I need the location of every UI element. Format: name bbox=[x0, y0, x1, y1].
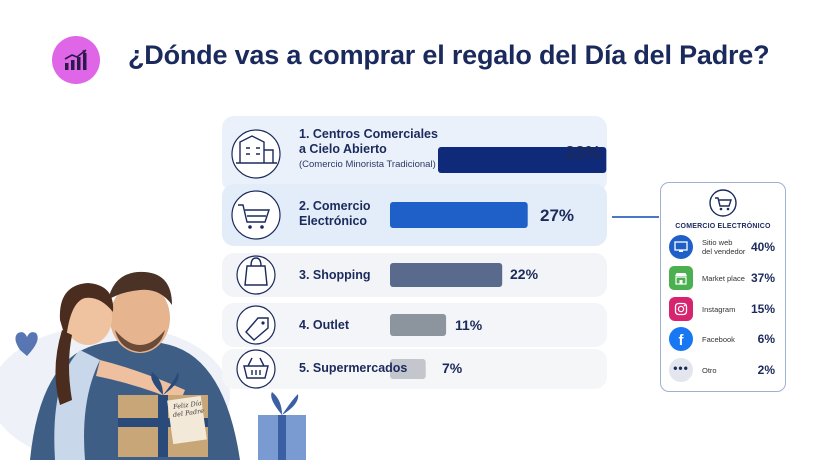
building-icon bbox=[236, 135, 277, 164]
bar-2 bbox=[390, 202, 528, 228]
shopping-cart-icon bbox=[238, 204, 270, 223]
father-daughter-illustration bbox=[0, 271, 306, 460]
value-label-11: 11% bbox=[455, 317, 483, 333]
ecommerce-item-pct: 37% bbox=[750, 271, 775, 285]
bar-3 bbox=[390, 263, 503, 287]
value-label-7: 7% bbox=[442, 360, 463, 376]
ecommerce-breakdown-card: COMERCIO ELECTRÓNICO Sitio web del vende… bbox=[660, 182, 786, 392]
ecommerce-item-pct: 15% bbox=[750, 302, 775, 316]
ecommerce-item-label: Sitio web del vendedor bbox=[702, 238, 754, 256]
cart-wheel bbox=[248, 225, 252, 229]
ecommerce-title: COMERCIO ELECTRÓNICO bbox=[675, 223, 771, 230]
row-label-line: Electrónico bbox=[299, 214, 368, 228]
value-label-22: 22% bbox=[510, 266, 539, 282]
row-icon-ring bbox=[236, 255, 276, 295]
more-dots-icon: ••• bbox=[669, 358, 693, 382]
row-subtitle: (Comercio Minorista Tradicional) bbox=[299, 159, 436, 170]
row-icon-ring bbox=[236, 349, 276, 389]
row-label-line: 2. Comercio bbox=[299, 199, 371, 213]
ecommerce-item-label: Facebook bbox=[702, 335, 735, 344]
bar-5 bbox=[390, 359, 426, 379]
ecommerce-item-pct: 6% bbox=[757, 332, 775, 346]
ecommerce-item-otro: ••• Otro 2% bbox=[669, 358, 781, 384]
instagram-icon bbox=[669, 297, 693, 321]
value-label-27: 27% bbox=[540, 206, 575, 225]
ecommerce-item-label-line: Sitio web bbox=[702, 238, 733, 247]
ecommerce-item-pct: 40% bbox=[750, 240, 775, 254]
row-label-centros-comerciales: 1. Centros Comerciales a Cielo Abierto (… bbox=[299, 127, 438, 172]
row-icon-ring bbox=[231, 190, 281, 240]
value-label-33: 33% bbox=[565, 143, 602, 163]
trending-chart-icon bbox=[52, 36, 100, 84]
ecommerce-item-label: Instagram bbox=[702, 305, 736, 314]
ecommerce-item-label: Otro bbox=[702, 366, 717, 375]
basket-icon bbox=[243, 357, 269, 379]
row-icon-ring bbox=[236, 305, 276, 345]
row-label-supermercados: 5. Supermercados bbox=[299, 361, 408, 375]
ecommerce-item-instagram: Instagram 15% bbox=[669, 297, 781, 323]
cart-wheel bbox=[260, 225, 264, 229]
row-label-comercio-electronico: 2. Comercio Electrónico bbox=[299, 199, 371, 229]
storefront-icon bbox=[669, 266, 693, 290]
facebook-icon: f bbox=[669, 327, 693, 351]
ecommerce-item-label: Market place bbox=[702, 274, 745, 283]
shopping-bag-icon bbox=[244, 257, 268, 286]
bar-1 bbox=[438, 147, 607, 173]
ecommerce-item-sitio-web: Sitio web del vendedor 40% bbox=[669, 235, 781, 261]
bar-4 bbox=[390, 314, 447, 336]
row-label-shopping: 3. Shopping bbox=[299, 268, 371, 282]
tag-hole bbox=[261, 321, 265, 325]
ecommerce-item-pct: 2% bbox=[757, 363, 775, 377]
shopping-cart-icon bbox=[709, 189, 737, 217]
connector-line bbox=[612, 216, 659, 218]
row-label-outlet: 4. Outlet bbox=[299, 318, 350, 332]
row-label-line: a Cielo Abierto bbox=[299, 142, 387, 156]
monitor-icon bbox=[669, 235, 693, 259]
row-label-line: 1. Centros Comerciales bbox=[299, 127, 438, 141]
ecommerce-item-label-line: del vendedor bbox=[702, 247, 746, 256]
ecommerce-item-facebook: f Facebook 6% bbox=[669, 327, 781, 353]
page-title: ¿Dónde vas a comprar el regalo del Día d… bbox=[128, 40, 770, 70]
price-tag-icon bbox=[245, 317, 269, 341]
ecommerce-item-market-place: Market place 37% bbox=[669, 266, 781, 292]
